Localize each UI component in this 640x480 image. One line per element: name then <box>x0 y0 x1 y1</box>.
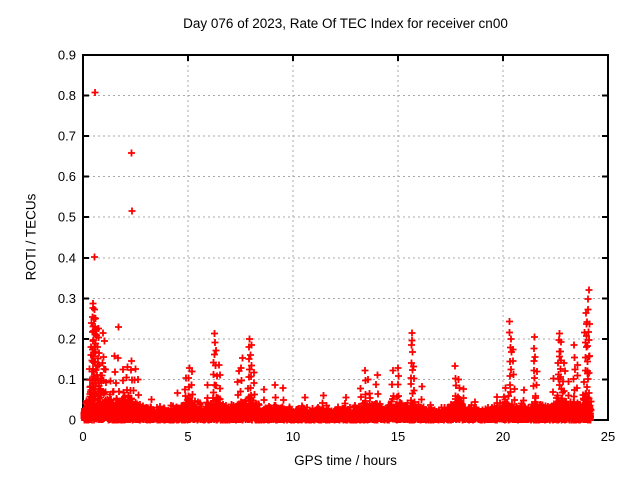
y-tick-label: 0.6 <box>58 169 76 184</box>
x-tick-label: 5 <box>184 429 191 444</box>
y-tick-label: 0 <box>69 413 76 428</box>
y-tick-label: 0.5 <box>58 210 76 225</box>
roti-scatter-points <box>80 89 595 424</box>
tick-labels: 0 5 10 15 20 25 0 0.1 0.2 0.3 0.4 0.5 0.6 0.7 0.8 0.9 <box>58 48 615 445</box>
chart-title: Day 076 of 2023, Rate Of TEC Index for r… <box>183 16 508 31</box>
plot-border <box>82 54 609 421</box>
x-tick-label: 15 <box>391 429 405 444</box>
plot-frame <box>82 54 609 421</box>
y-tick-label: 0.4 <box>58 250 76 265</box>
x-tick-label: 0 <box>79 429 86 444</box>
x-tick-label: 10 <box>286 429 300 444</box>
x-tick-label: 25 <box>601 429 615 444</box>
y-tick-label: 0.3 <box>58 291 76 306</box>
y-tick-label: 0.8 <box>58 88 76 103</box>
gridlines <box>83 55 608 420</box>
y-tick-label: 0.7 <box>58 129 76 144</box>
y-tick-label: 0.9 <box>58 48 76 63</box>
y-tick-label: 0.1 <box>58 372 76 387</box>
x-axis-label: GPS time / hours <box>294 453 397 468</box>
y-tick-label: 0.2 <box>58 331 76 346</box>
x-tick-label: 20 <box>496 429 510 444</box>
